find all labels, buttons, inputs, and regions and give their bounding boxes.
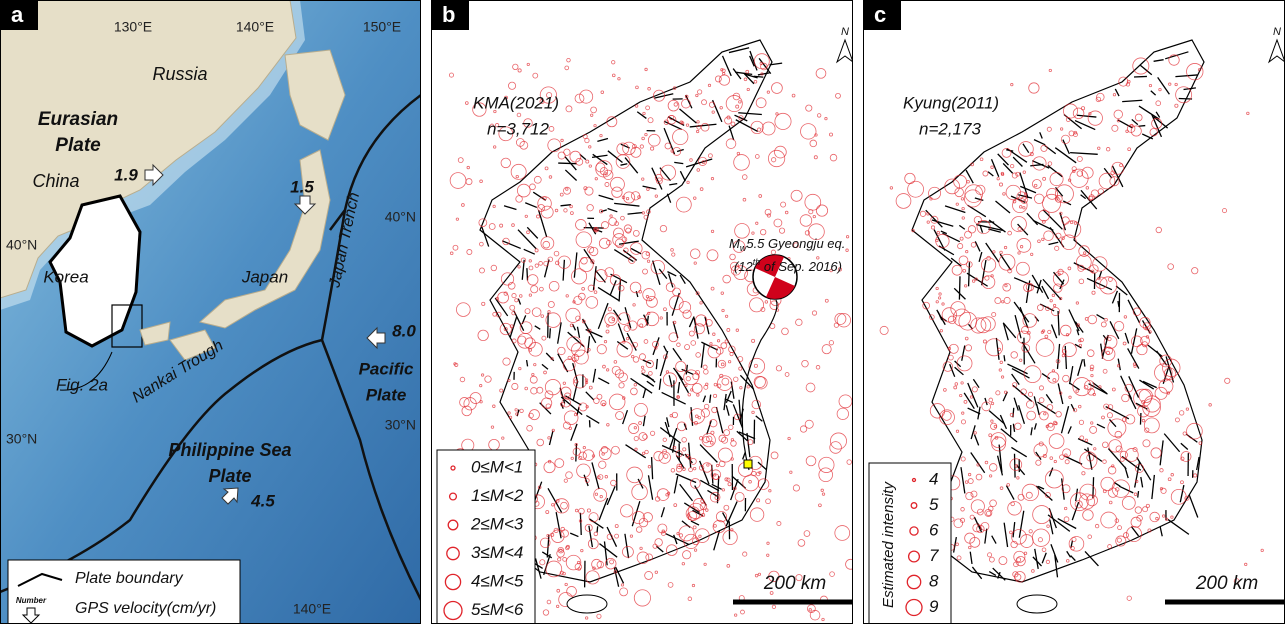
legend-label: 0≤M<1 [471,457,523,476]
place-label: Plate [208,466,251,486]
legend-label: 2≤M<3 [470,514,524,533]
place-label: China [32,171,79,191]
legend-label: GPS velocity(cm/yr) [75,600,216,617]
lon-label: 140°E [293,601,331,617]
lon-label: 130°E [114,19,152,35]
jeju [567,595,607,613]
panel-label: b [442,2,455,27]
legend-label: 3≤M<4 [471,543,523,562]
page: { "panel_a": { "label": "a", "lon_labels… [0,0,1285,624]
legend-label: 8 [929,571,939,590]
legend-label: 4 [929,469,938,488]
fault [1138,491,1139,498]
lat-label: 30°N [6,431,37,447]
fault [754,76,764,77]
fault [580,513,581,535]
lat-label: 30°N [385,417,416,433]
legend-label: Number [16,596,47,605]
jeju [1017,595,1057,613]
legend-label: 9 [929,597,939,616]
place-label: Japan [241,267,288,286]
place-label: Russia [152,64,207,84]
fault [1138,126,1145,127]
gps-value: 8.0 [392,321,416,340]
scale-label: 200 km [1195,573,1258,594]
m: M [729,236,740,251]
fault [1004,355,1005,361]
lat-label: 40°N [385,209,416,225]
legend-label: 5 [929,495,939,514]
figure: 130°E 140°E 150°E 140°E 40°N 30°N 40°N 30°N Russ… [0,0,1285,624]
place-label: Philippine Sea [168,440,291,460]
legend-label: 7 [929,546,939,565]
fault [576,444,577,462]
place-label: Eurasian [38,109,118,130]
gps-value: 1.5 [290,177,314,196]
gps-value: 1.9 [114,165,138,184]
north: N [841,26,849,38]
place-label: Korea [43,267,88,286]
fault [597,526,598,532]
panel-label: c [874,2,886,27]
gps-value: 4.5 [250,491,275,510]
post: of Sep. 2016) [760,259,842,274]
scale-label: 200 km [763,573,826,594]
lon-label: 140°E [236,19,274,35]
annotation: Mw5.5 Gyeongju eq. [729,236,845,253]
pre: (12 [734,259,754,274]
fault [550,328,551,338]
sup: th [753,257,761,267]
place-label: Plate [366,385,407,404]
count: n=3,712 [487,119,549,138]
catalog: Kyung(2011) [903,93,999,112]
panel-c: c Kyung(2011) n=2,173 Estimated intensit… [863,0,1285,624]
legend-label: Plate boundary [75,570,184,587]
legend-title: Estimated intensity [880,481,897,608]
place-label: Fig. 2a [56,375,108,394]
catalog: KMA(2021) [473,93,559,112]
place-label: Pacific [359,359,414,378]
legend-label: 5≤M<6 [471,600,524,619]
legend-label: 6 [929,520,939,539]
panel-b: b KMA(2021) n=3,712 Mw5.5 Gyeongju eq. (… [431,0,855,624]
lon-label: 150°E [363,19,401,35]
date: (12th of Sep. 2016) [734,257,842,274]
fault [1134,76,1147,77]
legend-label: 4≤M<5 [471,571,524,590]
lat-label: 40°N [6,237,37,253]
epicenter [744,460,752,468]
fault [558,163,576,164]
legend-label: 1≤M<2 [471,486,524,505]
fault [959,276,960,299]
panel-label: a [11,2,24,27]
place-label: Plate [55,135,101,156]
north: N [1273,26,1281,38]
count: n=2,173 [919,119,981,138]
rest: 5.5 Gyeongju eq. [746,236,845,251]
panel-a: 130°E 140°E 150°E 140°E 40°N 30°N 40°N 30°N Russ… [0,0,421,624]
